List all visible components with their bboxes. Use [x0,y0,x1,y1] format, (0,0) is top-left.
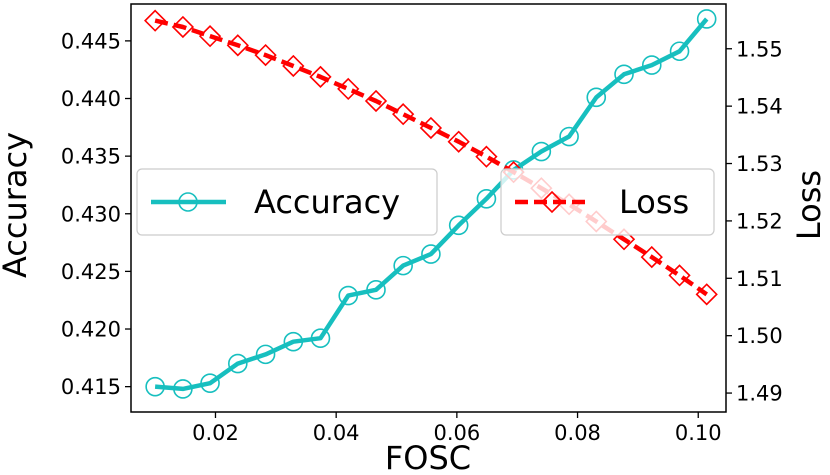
accuracy-point [448,215,469,236]
loss-point [695,283,718,306]
accuracy-point [145,376,165,397]
loss-point [364,89,388,113]
x-axis-ticks: 0.02 0.04 0.06 0.08 0.10 [192,412,722,445]
legend-loss: Loss [500,168,715,236]
series-line-loss [154,18,708,297]
accuracy-point [669,41,690,62]
accuracy-point [255,344,276,365]
accuracy-point [586,87,607,108]
right-y-tick-label: 1.52 [736,209,783,233]
accuracy-point [338,285,359,306]
left-y-tick-label: 0.445 [61,29,121,53]
accuracy-point [421,244,441,264]
right-y-tick-label: 1.49 [736,382,783,406]
loss-point [254,43,277,67]
accuracy-point [283,331,304,352]
legend-loss-label: Loss [619,183,689,221]
loss-point [612,228,636,251]
accuracy-point [310,328,331,349]
x-tick-label: 0.06 [433,421,480,445]
loss-point [640,245,663,269]
left-y-tick-label: 0.430 [61,202,121,226]
right-y-axis-title: Loss [790,170,828,240]
right-y-tick-label: 1.55 [736,37,783,61]
series-accuracy [145,9,717,399]
right-y-tick-label: 1.51 [736,267,783,291]
loss-point [282,54,305,78]
x-axis-title: FOSC [385,439,471,475]
left-y-tick-label: 0.440 [61,87,121,111]
loss-point [419,116,443,140]
legend-accuracy-marker [178,192,198,212]
series-layer [144,9,718,399]
accuracy-point [228,353,248,374]
left-y-axis-ticks: 0.415 0.420 0.425 0.430 0.435 0.440 0.445 [61,29,131,399]
accuracy-point [696,9,717,29]
loss-point [198,25,222,48]
x-tick-label: 0.10 [675,421,722,445]
x-tick-label: 0.04 [313,421,360,445]
legend-loss-marker [540,190,564,214]
accuracy-point [476,188,497,209]
right-y-tick-label: 1.50 [736,324,783,348]
legend-loss-box [500,168,715,236]
x-tick-label: 0.02 [192,421,239,445]
loss-point [475,145,498,168]
loss-point [337,77,360,101]
accuracy-point [366,280,386,300]
right-y-tick-label: 1.54 [736,95,783,119]
accuracy-point [641,55,662,75]
loss-point [144,9,167,32]
left-y-axis-title: Accuracy [0,132,34,278]
plot-frame [130,3,727,413]
legend-accuracy-box [136,168,438,236]
loss-point [447,130,470,153]
left-y-tick-label: 0.415 [61,375,121,399]
accuracy-point [173,379,193,399]
loss-point [171,15,195,39]
accuracy-point [531,141,552,162]
accuracy-point [614,64,634,85]
accuracy-point [200,373,220,393]
loss-point [226,34,249,57]
legend-accuracy-label: Accuracy [254,183,400,221]
left-y-tick-label: 0.435 [61,145,121,169]
loss-point [309,65,332,89]
left-y-tick-label: 0.420 [61,318,121,342]
loss-point [668,264,691,287]
series-loss [144,9,718,306]
loss-point [392,103,415,126]
accuracy-point [559,126,579,147]
accuracy-point [393,255,413,276]
right-y-tick-label: 1.53 [736,152,783,176]
legend-accuracy: Accuracy [136,168,438,236]
right-y-axis-ticks: 1.49 1.50 1.51 1.52 1.53 1.54 1.55 [726,37,783,406]
x-tick-label: 0.08 [554,421,601,445]
left-y-tick-label: 0.425 [61,260,121,284]
